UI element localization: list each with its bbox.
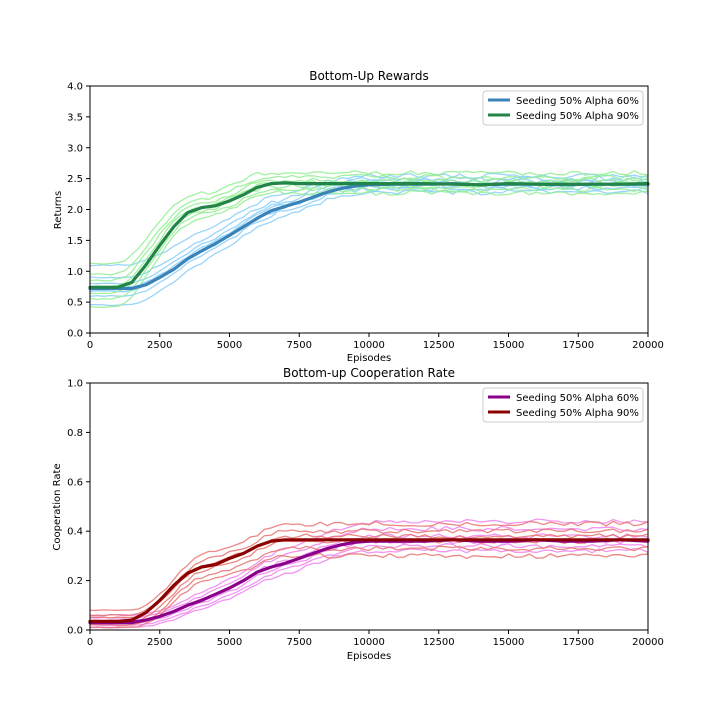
y-tick-label: 3.0 [67, 143, 83, 154]
rewards-legend-label-alpha60: Seeding 50% Alpha 60% [516, 96, 639, 107]
cooperation-panel: Bottom-up Cooperation Rate 0 2500 5000 7500… [52, 366, 664, 662]
x-tick-label: 0 [87, 637, 93, 648]
y-tick-label: 0.0 [67, 626, 83, 637]
rewards-y-ticks: 0.0 0.5 1.0 1.5 2.0 2.5 3.0 3.5 4.0 [67, 82, 90, 340]
cooperation-y-label: Cooperation Rate [52, 463, 63, 550]
y-tick-label: 0.6 [67, 477, 83, 488]
x-tick-label: 7500 [287, 637, 312, 648]
y-tick-label: 1.0 [67, 267, 83, 278]
x-tick-label: 12500 [423, 637, 455, 648]
cooperation-y-ticks: 0.0 0.2 0.4 0.6 0.8 1.0 [67, 379, 90, 637]
x-tick-label: 20000 [632, 637, 664, 648]
rewards-mean-lines [88, 181, 650, 291]
x-tick-label: 15000 [493, 637, 525, 648]
y-tick-label: 1.0 [67, 379, 83, 390]
cooperation-x-label: Episodes [347, 651, 391, 662]
x-tick-label: 10000 [353, 340, 385, 351]
cooperation-seed-run-alpha90 [89, 545, 649, 627]
rewards-axes-frame [89, 85, 649, 334]
rewards-seed-run-alpha90 [89, 173, 649, 276]
y-tick-label: 0.8 [67, 428, 83, 439]
cooperation-seed-run-alpha60 [89, 542, 649, 627]
rewards-title: Bottom-Up Rewards [309, 69, 429, 83]
y-tick-label: 2.5 [67, 174, 83, 185]
y-tick-label: 0.5 [67, 298, 83, 309]
x-tick-label: 20000 [632, 340, 664, 351]
x-tick-label: 7500 [287, 340, 312, 351]
rewards-legend-box [482, 90, 644, 126]
y-tick-label: 4.0 [67, 82, 83, 93]
cooperation-x-ticks: 0 2500 5000 7500 10000 12500 15000 17500 20000 [87, 630, 664, 648]
rewards-mean-line-alpha90 [88, 181, 650, 289]
cooperation-legend-label-alpha90: Seeding 50% Alpha 90% [516, 408, 639, 419]
rewards-panel: Bottom-Up Rewards 0 2500 5000 7500 10000 1250… [53, 69, 664, 364]
cooperation-seed-run-alpha90 [89, 552, 649, 629]
y-tick-label: 1.5 [67, 236, 83, 247]
x-tick-label: 5000 [217, 637, 242, 648]
rewards-x-ticks: 0 2500 5000 7500 10000 12500 15000 17500 20000 [87, 333, 664, 351]
x-tick-label: 17500 [562, 637, 594, 648]
rewards-legend-label-alpha90: Seeding 50% Alpha 90% [516, 111, 639, 122]
x-tick-label: 2500 [147, 340, 172, 351]
rewards-seed-run-alpha90 [89, 170, 649, 265]
cooperation-mean-lines [88, 538, 650, 625]
cooperation-mean-line-alpha90 [88, 538, 650, 623]
rewards-x-label: Episodes [347, 353, 391, 364]
y-tick-label: 0.0 [67, 329, 83, 340]
rewards-y-label: Returns [53, 191, 64, 229]
rewards-seed-run-alpha90 [89, 189, 649, 309]
x-tick-label: 5000 [217, 340, 242, 351]
y-tick-label: 0.2 [67, 576, 83, 587]
x-tick-label: 15000 [493, 340, 525, 351]
rewards-seed-run-alpha90 [89, 186, 649, 301]
cooperation-legend: Seeding 50% Alpha 60% Seeding 50% Alpha … [482, 387, 644, 423]
y-tick-label: 2.0 [67, 205, 83, 216]
rewards-seed-run-alpha60 [89, 175, 648, 279]
x-tick-label: 12500 [423, 340, 455, 351]
x-tick-label: 17500 [562, 340, 594, 351]
cooperation-axes-frame [89, 382, 649, 631]
cooperation-legend-label-alpha60: Seeding 50% Alpha 60% [516, 393, 639, 404]
cooperation-seed-run-alpha90 [89, 520, 649, 612]
y-tick-label: 0.4 [67, 527, 83, 538]
cooperation-seed-run-alpha60 [89, 548, 649, 629]
rewards-seed-run-alpha90 [89, 177, 649, 282]
cooperation-title: Bottom-up Cooperation Rate [283, 366, 455, 380]
x-tick-label: 0 [87, 340, 93, 351]
rewards-legend: Seeding 50% Alpha 60% Seeding 50% Alpha … [482, 90, 644, 126]
x-tick-label: 10000 [353, 637, 385, 648]
x-tick-label: 2500 [147, 637, 172, 648]
cooperation-legend-box [482, 387, 644, 423]
y-tick-label: 3.5 [67, 112, 83, 123]
